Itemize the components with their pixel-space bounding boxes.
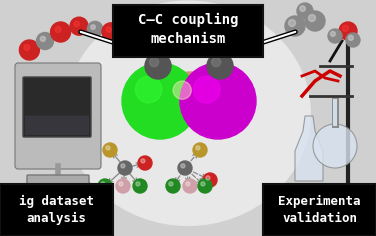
Circle shape [136, 182, 140, 186]
Circle shape [103, 143, 117, 157]
Circle shape [145, 53, 171, 79]
Circle shape [106, 146, 110, 150]
Circle shape [119, 182, 123, 186]
FancyBboxPatch shape [27, 175, 89, 185]
Circle shape [121, 164, 125, 168]
Circle shape [206, 12, 212, 18]
Circle shape [200, 33, 209, 42]
Circle shape [166, 179, 180, 193]
Circle shape [55, 26, 61, 33]
Circle shape [180, 63, 256, 139]
Circle shape [339, 22, 357, 40]
Circle shape [181, 164, 185, 168]
Circle shape [297, 3, 313, 19]
Circle shape [207, 53, 233, 79]
Circle shape [201, 182, 205, 186]
Polygon shape [295, 116, 323, 181]
Circle shape [331, 31, 335, 36]
Circle shape [202, 8, 222, 28]
Circle shape [116, 179, 130, 193]
Circle shape [138, 156, 152, 170]
FancyBboxPatch shape [263, 184, 376, 236]
Circle shape [164, 72, 216, 124]
Circle shape [135, 76, 162, 103]
Circle shape [122, 63, 198, 139]
Circle shape [305, 11, 325, 31]
Circle shape [328, 29, 342, 43]
Circle shape [178, 161, 192, 175]
Circle shape [36, 33, 53, 50]
Circle shape [70, 17, 88, 35]
Circle shape [118, 161, 132, 175]
Circle shape [133, 179, 147, 193]
Circle shape [40, 36, 45, 42]
FancyBboxPatch shape [23, 77, 91, 137]
FancyBboxPatch shape [12, 184, 104, 195]
Circle shape [300, 6, 305, 11]
Circle shape [288, 20, 296, 26]
Circle shape [106, 27, 111, 32]
FancyBboxPatch shape [25, 116, 89, 135]
Circle shape [157, 28, 183, 54]
Circle shape [156, 8, 176, 28]
Ellipse shape [66, 1, 310, 225]
Circle shape [346, 33, 360, 47]
Circle shape [159, 12, 167, 18]
Text: ig dataset
analysis: ig dataset analysis [19, 195, 94, 225]
Circle shape [102, 23, 120, 41]
Circle shape [193, 143, 207, 157]
FancyBboxPatch shape [113, 5, 263, 57]
Text: Experimenta
validation: Experimenta validation [278, 195, 361, 225]
Circle shape [24, 45, 30, 51]
Circle shape [212, 58, 221, 67]
Circle shape [74, 21, 79, 27]
Circle shape [221, 27, 243, 49]
Circle shape [203, 173, 217, 187]
Circle shape [51, 22, 71, 42]
Circle shape [206, 176, 210, 180]
Circle shape [349, 35, 353, 40]
Circle shape [186, 182, 190, 186]
Circle shape [139, 31, 147, 38]
Circle shape [141, 159, 145, 163]
Circle shape [150, 58, 159, 67]
Circle shape [193, 76, 220, 103]
Circle shape [169, 182, 173, 186]
FancyBboxPatch shape [0, 184, 113, 236]
FancyBboxPatch shape [15, 63, 101, 169]
Circle shape [135, 27, 157, 49]
Circle shape [198, 179, 212, 193]
Circle shape [162, 33, 171, 42]
Circle shape [285, 16, 305, 36]
Circle shape [101, 182, 105, 186]
Circle shape [342, 25, 349, 31]
Circle shape [183, 179, 197, 193]
Circle shape [225, 31, 232, 38]
Circle shape [308, 14, 315, 21]
Circle shape [20, 40, 39, 60]
Circle shape [98, 179, 112, 193]
Text: C–C coupling
mechanism: C–C coupling mechanism [138, 13, 238, 46]
Circle shape [173, 81, 191, 99]
Circle shape [196, 146, 200, 150]
Circle shape [195, 28, 221, 54]
Circle shape [313, 124, 357, 168]
Circle shape [91, 25, 96, 30]
Circle shape [87, 21, 103, 37]
